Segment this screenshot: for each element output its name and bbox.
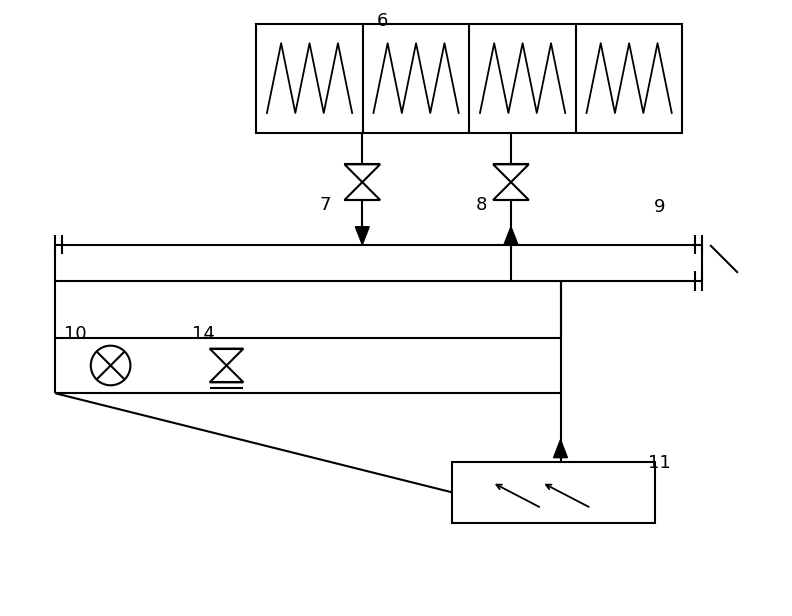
- Polygon shape: [554, 440, 567, 458]
- Text: 8: 8: [475, 196, 487, 214]
- Text: 9: 9: [654, 198, 665, 216]
- Text: 7: 7: [320, 196, 331, 214]
- Bar: [257, 23, 683, 132]
- Polygon shape: [356, 227, 369, 245]
- Text: 14: 14: [192, 325, 215, 342]
- Text: 11: 11: [648, 453, 671, 472]
- Bar: [452, 461, 655, 523]
- Polygon shape: [504, 227, 518, 245]
- Text: 10: 10: [63, 325, 86, 342]
- Text: 6: 6: [376, 12, 388, 30]
